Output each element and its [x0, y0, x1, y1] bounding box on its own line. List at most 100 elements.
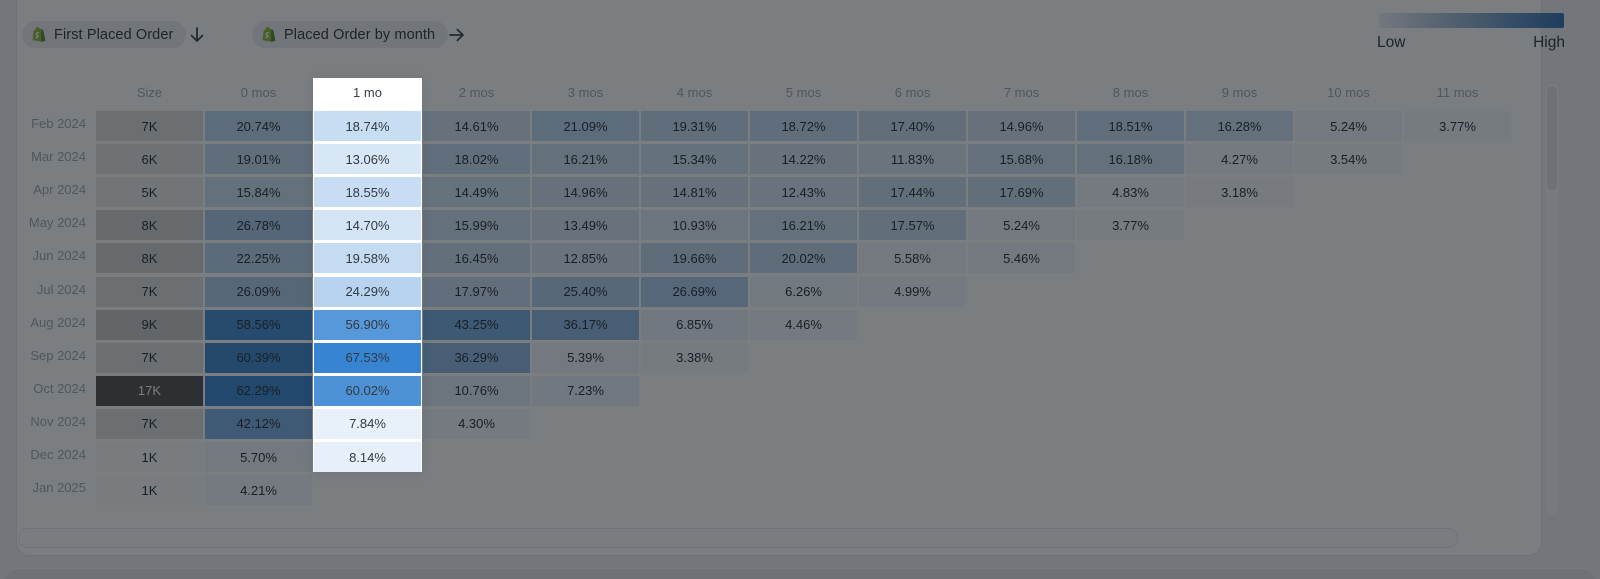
cohort-value-cell[interactable]: 15.99% [423, 210, 530, 241]
cohort-value-cell[interactable]: 17.40% [859, 111, 966, 141]
cohort-size-cell[interactable]: 5K [96, 177, 203, 208]
cohort-value-cell[interactable]: 8.14% [314, 442, 421, 472]
column-header[interactable]: 6 mos [894, 85, 931, 100]
cohort-value-cell[interactable]: 36.29% [423, 342, 530, 373]
cohort-value-cell[interactable]: 3.38% [641, 342, 748, 373]
column-header[interactable]: 10 mos [1327, 85, 1370, 100]
cohort-value-cell[interactable]: 18.72% [750, 111, 857, 141]
cohort-size-cell[interactable]: 17K [96, 375, 203, 406]
cohort-value-cell[interactable]: 60.39% [205, 342, 312, 373]
cohort-value-cell[interactable]: 6.85% [641, 309, 748, 340]
cohort-value-cell[interactable]: 14.81% [641, 177, 748, 208]
cohort-value-cell[interactable]: 58.56% [205, 309, 312, 340]
cohort-value-cell[interactable]: 26.09% [205, 276, 312, 307]
vertical-scrollbar-thumb[interactable] [1547, 86, 1557, 190]
cohort-value-cell[interactable]: 20.74% [205, 111, 312, 141]
cohort-value-cell[interactable]: 19.01% [205, 144, 312, 175]
cohort-value-cell[interactable]: 3.54% [1295, 144, 1402, 175]
cohort-value-cell[interactable]: 4.99% [859, 276, 966, 307]
cohort-value-cell[interactable]: 14.49% [423, 177, 530, 208]
cohort-value-cell[interactable]: 17.97% [423, 276, 530, 307]
cohort-value-cell[interactable]: 5.39% [532, 342, 639, 373]
cohort-value-cell[interactable]: 36.17% [532, 309, 639, 340]
cohort-value-cell[interactable]: 16.21% [750, 210, 857, 241]
cohort-value-cell[interactable]: 14.61% [423, 111, 530, 141]
cohort-value-cell[interactable]: 13.49% [532, 210, 639, 241]
column-header[interactable]: 5 mos [785, 85, 822, 100]
cohort-value-cell[interactable]: 25.40% [532, 276, 639, 307]
cohort-value-cell[interactable]: 16.28% [1186, 111, 1293, 141]
cohort-value-cell[interactable]: 22.25% [205, 243, 312, 274]
cohort-value-cell[interactable]: 14.22% [750, 144, 857, 175]
cohort-value-cell[interactable]: 14.96% [532, 177, 639, 208]
column-header[interactable]: 7 mos [1003, 85, 1040, 100]
cohort-value-cell[interactable]: 20.02% [750, 243, 857, 274]
cohort-value-cell[interactable]: 12.85% [532, 243, 639, 274]
cohort-value-cell[interactable]: 13.06% [314, 144, 421, 175]
column-header[interactable]: 9 mos [1221, 85, 1258, 100]
cohort-value-cell[interactable]: 7.23% [532, 375, 639, 406]
cohort-value-cell[interactable]: 62.29% [205, 375, 312, 406]
cohort-value-cell[interactable]: 18.51% [1077, 111, 1184, 141]
cohort-size-cell[interactable]: 7K [96, 276, 203, 307]
column-header[interactable]: 11 mos [1436, 85, 1479, 100]
cohort-value-cell[interactable]: 15.34% [641, 144, 748, 175]
cohort-value-cell[interactable]: 3.18% [1186, 177, 1293, 208]
cohort-size-cell[interactable]: 7K [96, 342, 203, 373]
column-header[interactable]: 1 mo [353, 85, 382, 100]
column-header[interactable]: 4 mos [676, 85, 713, 100]
cohort-value-cell[interactable]: 43.25% [423, 309, 530, 340]
cohort-value-cell[interactable]: 5.70% [205, 442, 312, 472]
first-event-chip[interactable]: First Placed Order [22, 21, 187, 48]
cohort-value-cell[interactable]: 5.24% [1295, 111, 1402, 141]
cohort-value-cell[interactable]: 14.96% [968, 111, 1075, 141]
cohort-value-cell[interactable]: 24.29% [314, 276, 421, 307]
cohort-value-cell[interactable]: 19.66% [641, 243, 748, 274]
column-header[interactable]: 2 mos [458, 85, 495, 100]
cohort-value-cell[interactable]: 5.24% [968, 210, 1075, 241]
cohort-value-cell[interactable]: 18.74% [314, 111, 421, 141]
cohort-value-cell[interactable]: 4.30% [423, 408, 530, 439]
cohort-value-cell[interactable]: 14.70% [314, 210, 421, 241]
cohort-value-cell[interactable]: 18.55% [314, 177, 421, 208]
column-header[interactable]: 3 mos [567, 85, 604, 100]
horizontal-scrollbar[interactable] [18, 528, 1458, 548]
cohort-value-cell[interactable]: 17.69% [968, 177, 1075, 208]
cohort-value-cell[interactable]: 19.31% [641, 111, 748, 141]
cohort-value-cell[interactable]: 67.53% [314, 342, 421, 373]
cohort-size-cell[interactable]: 7K [96, 111, 203, 141]
cohort-value-cell[interactable]: 4.83% [1077, 177, 1184, 208]
cohort-value-cell[interactable]: 26.78% [205, 210, 312, 241]
cohort-value-cell[interactable]: 11.83% [859, 144, 966, 175]
cohort-size-cell[interactable]: 7K [96, 408, 203, 439]
cohort-value-cell[interactable]: 4.27% [1186, 144, 1293, 175]
cohort-value-cell[interactable]: 5.58% [859, 243, 966, 274]
cohort-size-cell[interactable]: 9K [96, 309, 203, 340]
cohort-value-cell[interactable]: 17.44% [859, 177, 966, 208]
cohort-value-cell[interactable]: 19.58% [314, 243, 421, 274]
cohort-value-cell[interactable]: 12.43% [750, 177, 857, 208]
cohort-value-cell[interactable]: 3.77% [1077, 210, 1184, 241]
cohort-value-cell[interactable]: 16.18% [1077, 144, 1184, 175]
cohort-value-cell[interactable]: 26.69% [641, 276, 748, 307]
cohort-size-cell[interactable]: 8K [96, 243, 203, 274]
cohort-value-cell[interactable]: 18.02% [423, 144, 530, 175]
cohort-value-cell[interactable]: 7.84% [314, 408, 421, 439]
cohort-size-cell[interactable]: 8K [96, 210, 203, 241]
cohort-value-cell[interactable]: 5.46% [968, 243, 1075, 274]
column-header[interactable]: 8 mos [1112, 85, 1149, 100]
highlighted-column[interactable]: 1 mo 18.74% 13.06% 18.55% 14.70% 19.58% 24.29%… [313, 78, 422, 472]
cohort-value-cell[interactable]: 3.77% [1404, 111, 1511, 141]
column-header-size[interactable]: Size [136, 85, 163, 100]
cohort-size-cell[interactable]: 6K [96, 144, 203, 175]
column-header[interactable]: 0 mos [240, 85, 277, 100]
cohort-value-cell[interactable]: 16.21% [532, 144, 639, 175]
cohort-value-cell[interactable]: 15.84% [205, 177, 312, 208]
cohort-value-cell[interactable]: 10.93% [641, 210, 748, 241]
cohort-value-cell[interactable]: 4.46% [750, 309, 857, 340]
return-event-chip[interactable]: Placed Order by month [252, 21, 449, 48]
cohort-value-cell[interactable]: 16.45% [423, 243, 530, 274]
cohort-value-cell[interactable]: 15.68% [968, 144, 1075, 175]
cohort-value-cell[interactable]: 10.76% [423, 375, 530, 406]
cohort-value-cell[interactable]: 6.26% [750, 276, 857, 307]
